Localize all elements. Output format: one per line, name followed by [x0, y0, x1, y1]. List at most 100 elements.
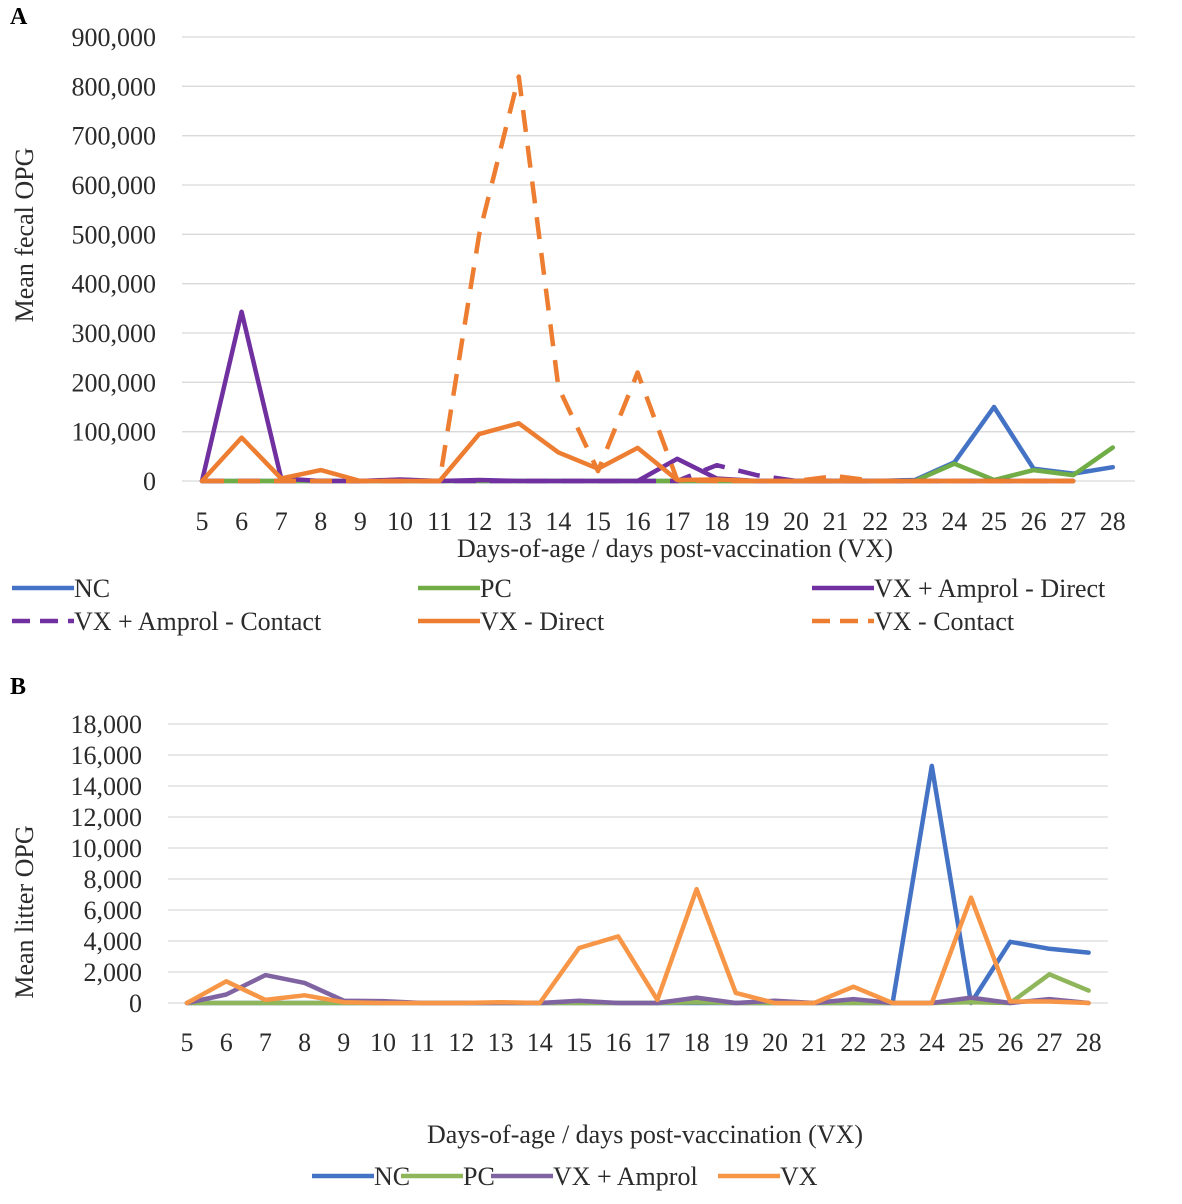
panel-b-series-lines [184, 763, 1091, 1006]
panel-a-y-tick-label: 800,000 [72, 72, 157, 101]
panel-a-x-tick-label: 28 [1100, 507, 1126, 536]
panel-a-y-axis-title: Mean fecal OPG [10, 148, 39, 323]
panel-a-y-tick-label: 700,000 [72, 122, 157, 151]
panel-a-x-tick-label: 25 [981, 507, 1007, 536]
panel-a-x-tick-label: 22 [862, 507, 888, 536]
panel-b-x-tick-label: 14 [527, 1028, 553, 1057]
panel-a-x-tick-label: 7 [275, 507, 288, 536]
panel-a-y-tick-label: 100,000 [72, 418, 157, 447]
panel-b-x-tick-label: 20 [762, 1028, 788, 1057]
panel-b-x-tick-label: 13 [488, 1028, 514, 1057]
panel-a-legend-label-nc: NC [74, 574, 110, 603]
panel-b-x-tick-label: 25 [958, 1028, 984, 1057]
panel-a-x-tick-label: 10 [387, 507, 413, 536]
panel-a-x-tick-label: 9 [354, 507, 367, 536]
panel-a-y-tick-label: 900,000 [72, 23, 157, 52]
panel-b-x-tick-label: 7 [259, 1028, 272, 1057]
panel-b-x-tick-label: 19 [723, 1028, 749, 1057]
panel-a-x-tick-label: 26 [1021, 507, 1047, 536]
panel-a-x-tick-label: 8 [314, 507, 327, 536]
panel-a: A 0100,000200,000300,000400,000500,00060… [10, 4, 1135, 636]
panel-a-x-tick-labels: 5 6 7 8 9 10 11 12 13 14 15 16 17 18 19 20 21 22 23 24 25 26 2… [196, 507, 1126, 536]
panel-b-legend-label-pc: PC [463, 1162, 495, 1191]
panel-a-series-vx-contact [202, 74, 1074, 484]
panel-a-x-tick-label: 20 [783, 507, 809, 536]
panel-a-x-tick-label: 17 [664, 507, 690, 536]
panel-b-x-tick-labels: 5 6 7 8 9 10 11 12 13 14 15 16 17 18 19 20 21 22 23 24 25 26 2… [181, 1028, 1102, 1057]
panel-a-x-tick-label: 18 [704, 507, 730, 536]
panel-b-y-tick-label: 2,000 [84, 958, 143, 987]
panel-a-legend-label-vx-direct: VX - Direct [480, 607, 605, 636]
panel-b-x-tick-label: 15 [566, 1028, 592, 1057]
panel-a-y-tick-label: 200,000 [72, 368, 157, 397]
panel-a-x-tick-label: 19 [743, 507, 769, 536]
panel-a-x-tick-label: 14 [545, 507, 571, 536]
panel-b-series-vx [184, 886, 1091, 1006]
panel-b-x-tick-label: 17 [644, 1028, 670, 1057]
panel-b-legend-label-vx: VX [780, 1162, 818, 1191]
panel-a-series-lines [199, 74, 1116, 484]
panel-a-y-tick-label: 500,000 [72, 220, 157, 249]
panel-b-y-tick-label: 16,000 [71, 741, 143, 770]
panel-a-x-tick-label: 16 [625, 507, 651, 536]
panel-b-y-tick-label: 14,000 [71, 772, 143, 801]
panel-b-y-tick-label: 12,000 [71, 803, 143, 832]
panel-a-y-tick-label: 600,000 [72, 171, 157, 200]
panel-b-x-tick-label: 16 [605, 1028, 631, 1057]
panel-b-legend-label-vx-amprol: VX + Amprol [553, 1162, 698, 1191]
panel-b-y-tick-label: 18,000 [71, 710, 143, 739]
panel-a-x-tick-label: 24 [941, 507, 967, 536]
panel-b-x-tick-label: 24 [919, 1028, 945, 1057]
panel-b-x-axis-title: Days-of-age / days post-vaccination (VX) [427, 1120, 863, 1149]
panel-a-x-tick-label: 21 [823, 507, 849, 536]
panel-b-x-tick-label: 12 [448, 1028, 474, 1057]
panel-a-x-tick-label: 6 [235, 507, 248, 536]
panel-a-x-tick-label: 12 [466, 507, 492, 536]
panel-a-x-tick-label: 27 [1060, 507, 1086, 536]
panel-b-letter: B [10, 674, 26, 700]
panel-b-x-tick-label: 26 [997, 1028, 1023, 1057]
panel-b: B 02,0004,0006,0008,00010,00012,00014,00… [10, 674, 1108, 1191]
panel-a-x-tick-label: 5 [196, 507, 209, 536]
panel-a-y-tick-label: 300,000 [72, 319, 157, 348]
panel-b-gridlines [168, 723, 1108, 1004]
panel-b-x-tick-label: 28 [1076, 1028, 1102, 1057]
panel-a-legend-label-vx-amprol-direct: VX + Amprol - Direct [874, 574, 1106, 603]
panel-a-x-tick-label: 15 [585, 507, 611, 536]
panel-b-x-tick-label: 18 [684, 1028, 710, 1057]
panel-b-y-tick-label: 0 [129, 989, 142, 1018]
panel-b-x-tick-label: 6 [220, 1028, 233, 1057]
panel-a-x-axis-title: Days-of-age / days post-vaccination (VX) [457, 534, 893, 563]
panel-a-letter: A [10, 4, 28, 30]
panel-b-legend: NC PC VX + Amprol VX [312, 1162, 818, 1191]
panel-b-x-tick-label: 9 [337, 1028, 350, 1057]
panel-b-x-tick-label: 21 [801, 1028, 827, 1057]
panel-b-y-tick-label: 8,000 [84, 865, 143, 894]
panel-b-y-tick-label: 4,000 [84, 927, 143, 956]
panel-b-x-tick-label: 10 [370, 1028, 396, 1057]
panel-b-x-tick-label: 11 [410, 1028, 435, 1057]
panel-b-x-tick-label: 5 [181, 1028, 194, 1057]
panel-a-x-tick-label: 13 [506, 507, 532, 536]
panel-a-series-vx-amprol-direct [199, 309, 1076, 484]
panel-b-y-tick-labels: 02,0004,0006,0008,00010,00012,00014,0001… [71, 710, 143, 1018]
panel-b-x-tick-label: 8 [298, 1028, 311, 1057]
panel-a-y-tick-label: 400,000 [72, 270, 157, 299]
panel-b-y-axis-title: Mean litter OPG [10, 825, 39, 998]
panel-a-legend-label-vx-contact: VX - Contact [874, 607, 1015, 636]
panel-a-legend: NC PC VX + Amprol - Direct VX + Amprol - Co… [12, 574, 1106, 636]
panel-a-x-tick-label: 23 [902, 507, 928, 536]
panel-a-x-tick-label: 11 [427, 507, 452, 536]
panel-b-x-tick-label: 27 [1036, 1028, 1062, 1057]
panel-a-y-tick-label: 0 [143, 467, 156, 496]
panel-a-gridlines [182, 36, 1135, 482]
panel-a-y-tick-labels: 0 100,000 200,000 300,000 400,000 500,000 600,… [72, 23, 157, 496]
panel-a-legend-label-vx-amprol-contact: VX + Amprol - Contact [74, 607, 322, 636]
panel-b-y-tick-label: 6,000 [84, 896, 143, 925]
panel-b-y-tick-label: 10,000 [71, 834, 143, 863]
panel-b-x-tick-label: 22 [840, 1028, 866, 1057]
panel-b-x-tick-label: 23 [880, 1028, 906, 1057]
panel-a-legend-label-pc: PC [480, 574, 512, 603]
panel-b-series-vx-amprol [184, 972, 1091, 1006]
